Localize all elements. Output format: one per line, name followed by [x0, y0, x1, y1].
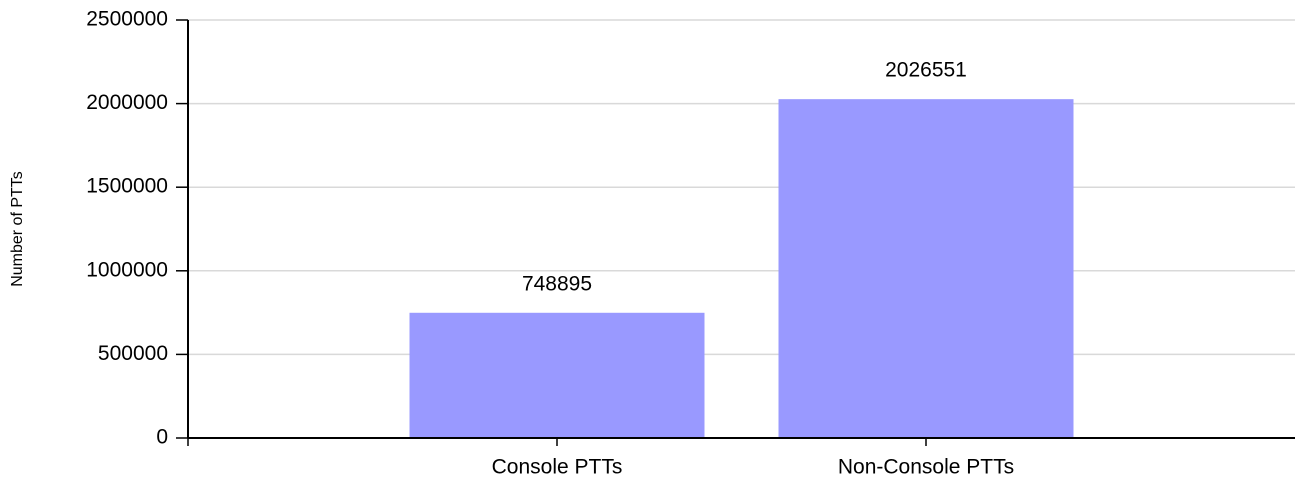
y-axis-label: Number of PTTs: [9, 171, 26, 287]
y-tick-label: 2000000: [86, 91, 168, 114]
y-tick-label: 2500000: [86, 8, 168, 31]
bar: [778, 99, 1074, 438]
x-tick-label: Non-Console PTTs: [838, 456, 1014, 479]
y-tick-label: 1500000: [86, 175, 168, 198]
x-tick-label: Console PTTs: [492, 456, 623, 479]
y-tick-label: 500000: [98, 342, 168, 365]
data-label: 748895: [522, 272, 592, 295]
data-label: 2026551: [885, 59, 967, 82]
y-tick-label: 1000000: [86, 258, 168, 281]
bar: [409, 312, 705, 438]
y-tick-label: 0: [156, 426, 168, 449]
